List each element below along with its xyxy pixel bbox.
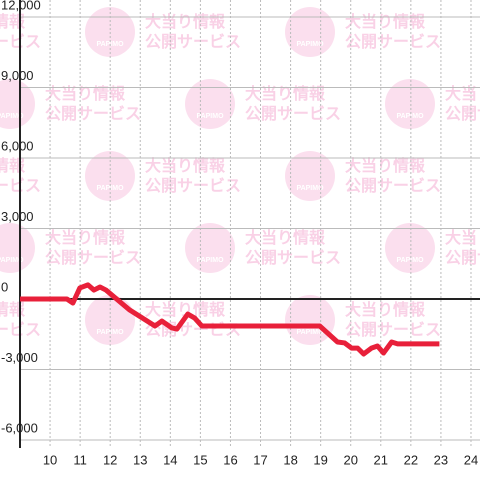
watermark-text: 大当り情報 <box>145 300 226 319</box>
watermark-text: 大当り情報 <box>245 84 326 103</box>
x-tick-label: 18 <box>283 452 297 467</box>
watermark-text: 大当り情報 <box>345 12 426 31</box>
x-tick-label: 10 <box>43 452 57 467</box>
x-tick-label: 22 <box>404 452 418 467</box>
watermark-logo <box>185 223 235 273</box>
x-tick-label: 17 <box>253 452 267 467</box>
watermark-text: 公開サービス <box>245 105 341 123</box>
watermark-text: 大当り情報 <box>345 156 426 175</box>
watermark-text: 公開サービス <box>145 177 241 195</box>
x-tick-label: 14 <box>163 452 177 467</box>
watermark-text: 大当り情報 <box>145 156 226 175</box>
watermark-logo <box>185 79 235 129</box>
watermark-logo <box>285 7 335 57</box>
watermark-text: 公開サービス <box>345 177 441 195</box>
watermark-text: 公開サービス <box>45 249 141 267</box>
watermark-logo-text: PAPIMO <box>296 41 324 48</box>
watermark-logo <box>385 223 435 273</box>
watermark-text: 公開サービス <box>445 105 480 123</box>
watermark-logo-text: PAPIMO <box>0 113 24 120</box>
watermark-logo-text: PAPIMO <box>196 113 224 120</box>
x-tick-label: 11 <box>73 452 87 467</box>
y-tick-label: 6,000 <box>1 138 34 153</box>
watermark-logo-text: PAPIMO <box>296 185 324 192</box>
watermark-text: 公開サービス <box>245 249 341 267</box>
watermark-text: 大当り情報 <box>0 300 26 319</box>
x-tick-label: 13 <box>133 452 147 467</box>
watermark-text: 大当り情報 <box>0 156 26 175</box>
watermark-logo-text: PAPIMO <box>196 257 224 264</box>
watermark-text: 大当り情報 <box>145 12 226 31</box>
watermark-text: 公開サービス <box>345 33 441 51</box>
watermark-logo <box>285 151 335 201</box>
watermark-logo <box>0 79 35 129</box>
watermark-logo <box>0 223 35 273</box>
x-tick-label: 15 <box>193 452 207 467</box>
watermark-text: 大当り情報 <box>45 228 126 247</box>
x-tick-label: 24 <box>464 452 478 467</box>
x-tick-label: 19 <box>313 452 327 467</box>
x-tick-label: 16 <box>223 452 237 467</box>
watermark-text: 大当り情報 <box>245 228 326 247</box>
x-tick-label: 20 <box>343 452 357 467</box>
watermark-logo <box>285 295 335 345</box>
watermark-logo-text: PAPIMO <box>396 113 424 120</box>
watermark-text: 公開サービス <box>445 249 480 267</box>
y-tick-label: 9,000 <box>1 68 34 83</box>
x-tick-label: 12 <box>103 452 117 467</box>
watermark-text: 大当り情報 <box>345 300 426 319</box>
x-tick-label: 23 <box>434 452 448 467</box>
watermark-logo-text: PAPIMO <box>0 257 24 264</box>
watermark-text: 公開サービス <box>345 321 441 339</box>
watermark-text: 大当り情報 <box>445 228 480 247</box>
watermark-text: 大当り情報 <box>45 84 126 103</box>
watermark-text: 大当り情報 <box>0 12 26 31</box>
watermark-logo-text: PAPIMO <box>296 329 324 336</box>
y-tick-label: 0 <box>1 279 8 294</box>
watermark-text: 公開サービス <box>45 105 141 123</box>
watermark-text: 公開サービス <box>145 33 241 51</box>
data-line <box>20 282 440 357</box>
y-tick-label: 3,000 <box>1 209 34 224</box>
x-tick-label: 21 <box>374 452 388 467</box>
watermark-logo <box>385 79 435 129</box>
watermark-logo-text: PAPIMO <box>396 257 424 264</box>
